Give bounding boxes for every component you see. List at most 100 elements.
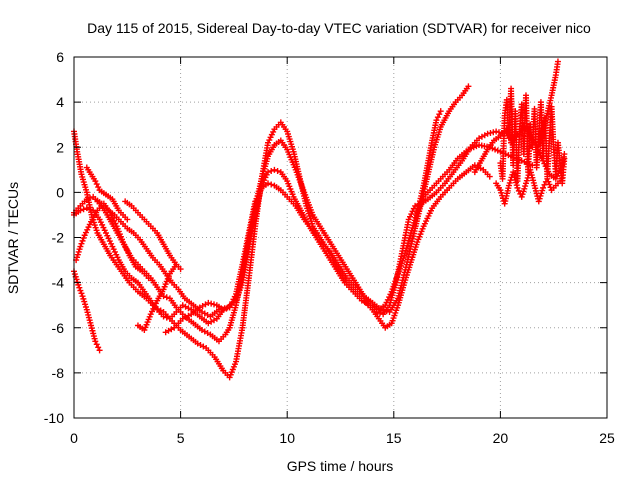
data-point — [96, 347, 103, 354]
data-point — [552, 175, 559, 182]
data-point — [83, 196, 90, 203]
data-point-interp — [73, 254, 80, 261]
data-point-interp — [93, 181, 100, 188]
x-tick-label: 5 — [177, 430, 185, 446]
data-point-interp — [407, 213, 414, 220]
data-point-interp — [105, 235, 112, 242]
data-point-interp — [208, 300, 215, 307]
x-tick-label: 0 — [70, 430, 78, 446]
data-point-interp — [163, 314, 170, 321]
data-point-interp — [121, 241, 128, 248]
data-point-interp — [123, 247, 130, 254]
data-point-interp — [266, 137, 273, 144]
data-point-interp — [76, 246, 83, 253]
data-point-interp — [543, 165, 550, 172]
series-track-16 — [493, 166, 564, 207]
data-point-interp — [79, 237, 86, 244]
data-point-interp — [230, 296, 237, 303]
series-track-14 — [508, 123, 568, 182]
data-point-interp — [487, 129, 494, 136]
y-tick-label: 6 — [56, 49, 64, 65]
data-point — [177, 266, 184, 273]
data-point — [265, 169, 272, 176]
data-point — [81, 232, 88, 239]
data-point-interp — [93, 341, 100, 348]
data-point-interp — [274, 167, 281, 174]
data-point-interp — [231, 293, 238, 300]
data-point — [437, 108, 444, 115]
data-point-interp — [86, 206, 93, 213]
data-point-interp — [541, 160, 548, 167]
data-point-interp — [263, 171, 270, 178]
data-point-interp — [545, 168, 552, 175]
data-point-interp — [253, 195, 260, 202]
data-point — [173, 261, 180, 268]
y-tick-label: -8 — [52, 365, 65, 381]
data-point-interp — [519, 191, 526, 198]
data-point-interp — [522, 183, 529, 190]
data-point-interp — [546, 181, 553, 188]
data-point-interp — [82, 303, 89, 310]
data-point-interp — [521, 185, 528, 192]
data-point-interp — [84, 226, 91, 233]
data-point — [373, 308, 380, 315]
data-point-interp — [534, 146, 541, 153]
data-point — [220, 306, 227, 313]
data-point — [465, 83, 472, 90]
data-point — [96, 216, 103, 223]
data-point — [124, 216, 131, 223]
data-point-interp — [554, 173, 561, 180]
data-point-interp — [223, 305, 230, 312]
data-point-interp — [254, 192, 261, 199]
data-point-interp — [538, 190, 545, 197]
data-point — [107, 209, 114, 216]
data-point-interp — [555, 170, 562, 177]
data-point-interp — [268, 167, 275, 174]
data-point-interp — [78, 240, 85, 247]
data-point-interp — [122, 244, 129, 251]
data-point-interp — [536, 195, 543, 202]
series-track-11 — [412, 108, 444, 230]
data-point — [544, 175, 551, 182]
series-track-10 — [122, 198, 180, 268]
series-track-15 — [535, 58, 561, 148]
series-track-9 — [83, 164, 131, 223]
x-tick-label: 25 — [599, 430, 615, 446]
data-point-interp — [149, 308, 156, 315]
x-tick-labels: 0 5 10 15 20 25 — [70, 430, 615, 446]
data-point-interp — [409, 208, 416, 215]
data-point-interp — [86, 195, 93, 202]
data-point-interp — [80, 295, 87, 302]
data-point-interp — [380, 307, 387, 314]
data-point-interp — [495, 129, 502, 136]
data-point — [405, 216, 412, 223]
data-point — [378, 306, 385, 313]
data-point-interp — [376, 310, 383, 317]
series-track-6 — [73, 200, 152, 282]
data-point-interp — [77, 287, 84, 294]
data-point-interp — [227, 301, 234, 308]
data-point — [160, 313, 167, 320]
data-point — [271, 166, 278, 173]
series-track-5 — [71, 268, 103, 354]
data-point-interp — [71, 271, 78, 278]
data-point-interp — [104, 232, 111, 239]
y-tick-labels: -10 -8 -6 -4 -2 0 2 4 6 — [44, 49, 64, 426]
data-point-interp — [539, 187, 546, 194]
data-point-interp — [151, 303, 158, 310]
data-point-interp — [537, 192, 544, 199]
data-point — [497, 187, 504, 194]
data-point-interp — [211, 301, 218, 308]
data-point — [554, 58, 561, 65]
data-point-interp — [100, 224, 107, 231]
data-point-interp — [268, 181, 275, 188]
y-tick-label: 4 — [56, 94, 64, 110]
data-point-interp — [383, 308, 390, 315]
data-point-interp — [113, 251, 120, 258]
series-track-8 — [162, 299, 227, 336]
data-point-interp — [498, 189, 505, 196]
data-point — [145, 275, 152, 282]
data-point — [535, 198, 542, 205]
data-point — [77, 243, 84, 250]
data-point-interp — [80, 235, 87, 242]
